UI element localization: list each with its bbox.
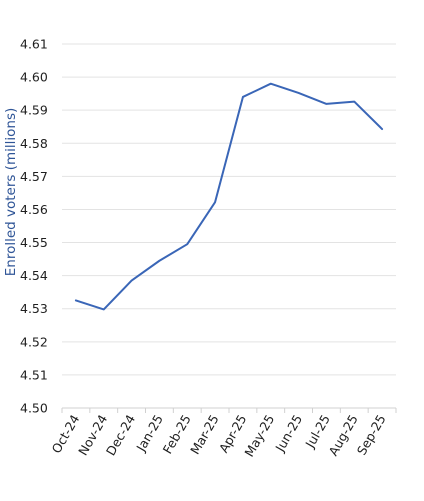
y-tick-label: 4.57	[20, 169, 48, 184]
y-tick-label: 4.52	[20, 334, 48, 349]
y-tick-label: 4.59	[20, 103, 48, 118]
series-line	[74, 82, 384, 311]
x-tick-label: Jun-25	[272, 412, 305, 455]
y-tick-label: 4.54	[20, 268, 48, 283]
y-tick-label: 4.61	[20, 37, 48, 52]
y-tick-label: 4.60	[20, 70, 48, 85]
y-axis-ticks: 4.50 4.51 4.52 4.53 4.54 4.55 4.56 4.57 4.58 4.59…	[20, 37, 48, 416]
gridlines	[62, 43, 396, 409]
y-tick-label: 4.53	[20, 301, 48, 316]
y-axis-label: Enrolled voters (millions)	[3, 108, 19, 277]
y-tick-label: 4.50	[20, 401, 48, 416]
x-axis-ticks: Oct-24Nov-24Dec-24Jan-25Feb-25Mar-25Apr-…	[49, 408, 397, 459]
y-tick-label: 4.51	[20, 367, 48, 382]
series-layer	[74, 82, 384, 311]
y-tick-label: 4.58	[20, 136, 48, 151]
y-tick-label: 4.56	[20, 202, 48, 217]
y-tick-label: 4.55	[20, 235, 48, 250]
